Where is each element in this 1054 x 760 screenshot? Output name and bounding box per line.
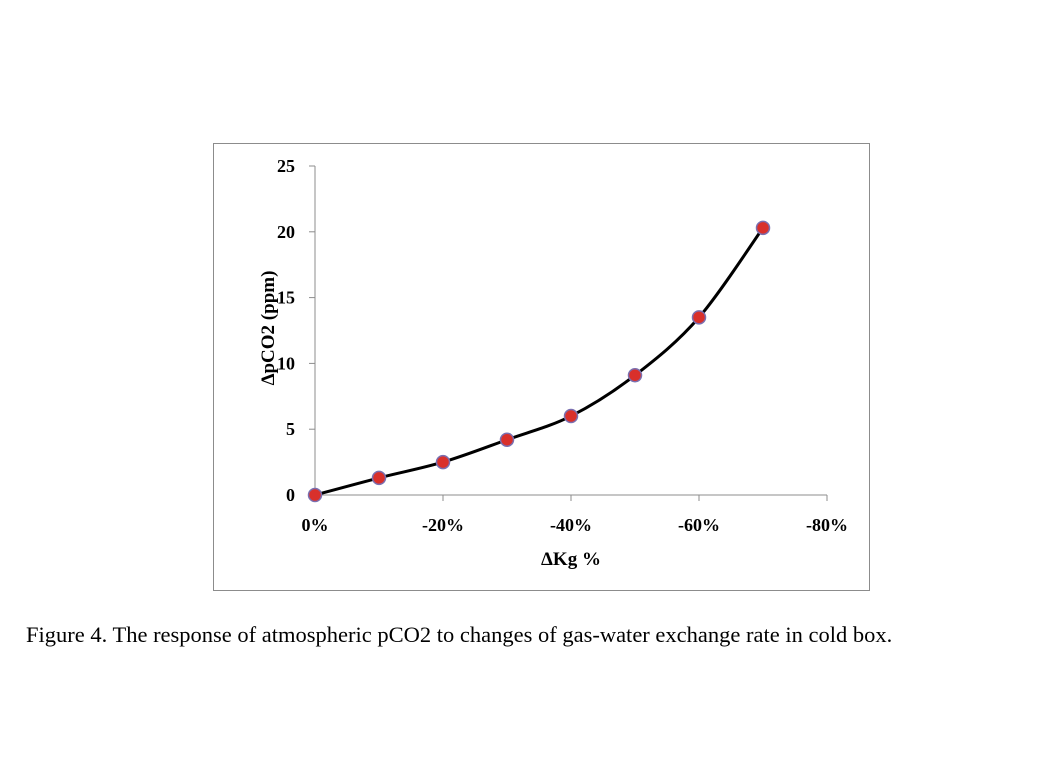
x-tick-label: -20%: [422, 515, 464, 535]
chart: 0 5 10 15 20 25 0% -20% -40% -60% -80% ΔKg % ΔpCO2…: [258, 156, 848, 570]
data-point: [627, 367, 643, 383]
data-point: [499, 432, 515, 447]
data-point: [371, 470, 387, 486]
y-axis-title: ΔpCO2 (ppm): [258, 271, 279, 386]
y-tick-label: 15: [277, 288, 295, 308]
trendline: [314, 226, 765, 497]
x-tick-label: -40%: [550, 515, 592, 535]
data-point: [435, 454, 451, 470]
axes: [314, 166, 827, 496]
y-tick-label: 25: [277, 156, 295, 176]
x-axis-title: ΔKg %: [541, 549, 601, 570]
trendline-group: [314, 226, 765, 497]
data-point: [755, 220, 771, 236]
y-tick-label: 0: [286, 485, 295, 505]
data-point: [563, 408, 579, 424]
chart-frame: 0 5 10 15 20 25 0% -20% -40% -60% -80% ΔKg % ΔpCO2…: [213, 143, 870, 591]
ticks: 0 5 10 15 20 25 0% -20% -40% -60% -80%: [277, 156, 848, 535]
x-tick-label: -80%: [806, 515, 848, 535]
y-tick-label: 5: [286, 419, 295, 439]
y-tick-label: 10: [277, 353, 295, 373]
figure-caption: Figure 4. The response of atmospheric pC…: [26, 622, 893, 647]
data-point: [307, 487, 323, 503]
x-tick-label: -60%: [678, 515, 720, 535]
x-tick-label: 0%: [302, 515, 329, 535]
data-points: [307, 220, 771, 503]
data-point: [691, 310, 707, 325]
y-tick-label: 20: [277, 222, 295, 242]
